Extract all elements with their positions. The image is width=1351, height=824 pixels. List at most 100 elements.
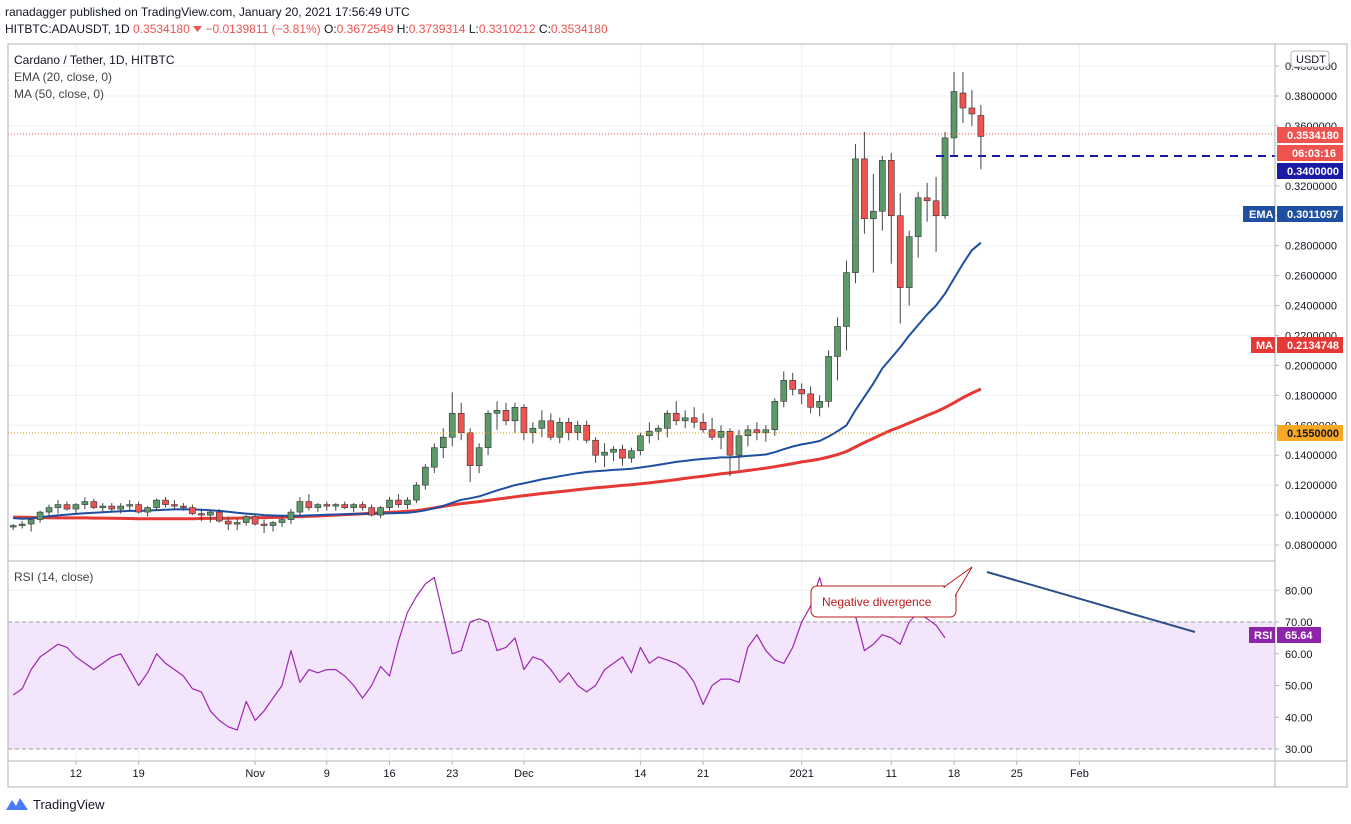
candle-down bbox=[171, 504, 178, 507]
candle-down bbox=[180, 505, 187, 508]
candle-up bbox=[816, 401, 823, 408]
legend-title: Cardano / Tether, 1D, HITBTC bbox=[14, 53, 175, 67]
candle-down bbox=[341, 504, 349, 508]
rsi-path bbox=[12, 576, 946, 731]
time-axis[interactable]: 12 19 Nov 9 16 23 Dec 14 21 2021 11 18 25 Feb bbox=[70, 761, 1089, 780]
candle-up bbox=[45, 507, 53, 513]
ema-badge: EMA 0.3011097 bbox=[1243, 206, 1343, 222]
candle-up bbox=[36, 511, 44, 520]
candle-down bbox=[708, 429, 716, 438]
rsi-tick-label: 70.00 bbox=[1285, 617, 1313, 629]
candle-up bbox=[72, 504, 80, 510]
rsi-axis[interactable]: 30.00 40.00 50.00 60.00 70.00 80.00 bbox=[1275, 585, 1313, 756]
candle-up bbox=[81, 501, 89, 505]
price-tick-label: 0.2800000 bbox=[1285, 241, 1337, 253]
change-text: −0.0139811 (−3.81%) bbox=[193, 22, 324, 36]
candle-down bbox=[932, 200, 940, 217]
candle-down bbox=[215, 511, 223, 522]
ma50-path bbox=[13, 387, 982, 521]
candle-up bbox=[870, 210, 877, 220]
currency-text: USDT bbox=[1296, 54, 1326, 66]
candle-down bbox=[502, 409, 510, 422]
candle-up bbox=[242, 516, 250, 523]
time-tick-label: 12 bbox=[70, 768, 82, 780]
down-arrow-icon bbox=[193, 26, 203, 32]
legend-rsi[interactable]: RSI (14, close) bbox=[14, 570, 94, 584]
candle-up bbox=[484, 412, 492, 449]
level-badge: 0.3400000 bbox=[1277, 163, 1343, 179]
rsi-tick-label: 30.00 bbox=[1285, 744, 1313, 756]
candle-up bbox=[529, 427, 537, 434]
candle-down bbox=[108, 505, 116, 510]
rsi-badge: RSI 65.64 bbox=[1249, 627, 1321, 643]
candle-down bbox=[789, 380, 797, 390]
ma50-line bbox=[13, 387, 982, 521]
candle-down bbox=[368, 507, 375, 516]
low-value: 0.3310212 bbox=[478, 22, 536, 36]
candle-down bbox=[162, 499, 169, 505]
candle-up bbox=[269, 522, 277, 526]
currency-badge[interactable]: USDT bbox=[1290, 50, 1330, 68]
candle-up bbox=[646, 430, 653, 437]
candle-up bbox=[780, 380, 788, 402]
published-line: ranadagger published on TradingView.com,… bbox=[5, 5, 410, 19]
candle-down bbox=[896, 215, 904, 288]
time-tick-label: 19 bbox=[133, 768, 145, 780]
candle-down bbox=[592, 439, 599, 456]
footer-brand[interactable]: TradingView bbox=[33, 796, 105, 812]
candle-down bbox=[359, 504, 366, 508]
candle-up bbox=[153, 499, 160, 508]
candle-down bbox=[690, 417, 698, 423]
countdown-text: 06:03:16 bbox=[1292, 148, 1336, 160]
candle-up bbox=[126, 504, 133, 507]
candle-up bbox=[413, 484, 420, 501]
symbol-ohlc-line: HITBTC:ADAUSDT, 1D 0.3534180 −0.0139811 … bbox=[5, 22, 608, 36]
time-tick-label: 25 bbox=[1011, 768, 1023, 780]
legend-ema[interactable]: EMA (20, close, 0) bbox=[14, 70, 113, 84]
candle-up bbox=[314, 504, 322, 508]
rsi-badge-value: 65.64 bbox=[1285, 630, 1313, 642]
rsi-tick-label: 40.00 bbox=[1285, 712, 1313, 724]
candle-down bbox=[395, 499, 402, 505]
level-badge-text: 0.3400000 bbox=[1287, 166, 1339, 178]
candle-up bbox=[663, 412, 671, 429]
candle-up bbox=[431, 447, 438, 468]
price-tick-label: 0.1400000 bbox=[1285, 450, 1337, 462]
candle-down bbox=[224, 520, 232, 525]
candle-up bbox=[601, 451, 608, 456]
candle-up bbox=[905, 236, 913, 288]
high-value: 0.3739314 bbox=[408, 22, 466, 36]
candle-up bbox=[834, 326, 841, 357]
candle-up bbox=[825, 356, 832, 402]
candle-down bbox=[807, 393, 814, 408]
candle-up bbox=[574, 424, 581, 434]
candle-down bbox=[753, 429, 761, 434]
candle-up bbox=[511, 407, 519, 422]
candle-up bbox=[538, 420, 546, 429]
candle-down bbox=[583, 424, 590, 441]
candle-down bbox=[861, 158, 868, 220]
candle-down bbox=[457, 412, 465, 434]
candle-up bbox=[422, 466, 429, 486]
candle-down bbox=[699, 421, 707, 431]
candle-up bbox=[941, 137, 949, 217]
candle-down bbox=[923, 197, 931, 202]
legend-ma[interactable]: MA (50, close, 0) bbox=[14, 87, 105, 101]
candle-down bbox=[798, 389, 805, 395]
time-tick-label: 21 bbox=[697, 768, 709, 780]
candle-up bbox=[950, 91, 958, 139]
candle-up bbox=[879, 160, 886, 212]
candle-up bbox=[332, 504, 340, 507]
candle-up bbox=[655, 427, 662, 432]
price-tick-label: 0.0800000 bbox=[1285, 540, 1337, 552]
candle-down bbox=[977, 115, 985, 137]
candle-down bbox=[619, 448, 626, 459]
ma-badge-value: 0.2134748 bbox=[1287, 340, 1339, 352]
candle-up bbox=[207, 511, 214, 516]
price-tick-label: 0.2400000 bbox=[1285, 301, 1337, 313]
candle-up bbox=[117, 505, 125, 510]
rsi-tick-label: 60.00 bbox=[1285, 649, 1313, 661]
time-tick-label: Feb bbox=[1070, 768, 1089, 780]
candle-up bbox=[18, 523, 26, 526]
